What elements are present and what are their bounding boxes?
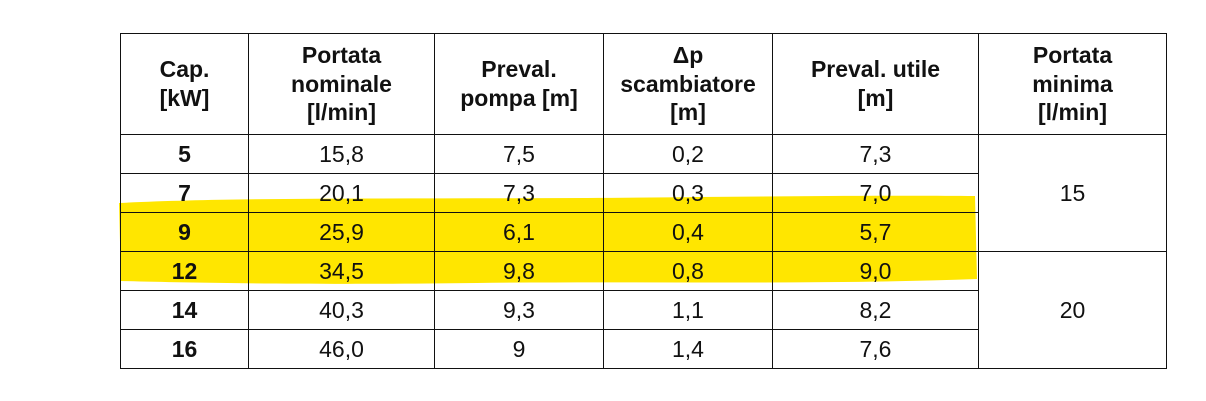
cell-preval-pompa: 9,3 xyxy=(434,290,604,330)
cell-preval-utile: 5,7 xyxy=(772,212,979,252)
table-row: 12 34,5 9,8 0,8 9,0 20 xyxy=(120,251,1167,369)
cell-preval-utile: 7,6 xyxy=(772,329,979,369)
cell-preval-utile: 8,2 xyxy=(772,290,979,330)
cell-dp-scambiatore: 0,8 xyxy=(603,251,773,291)
cell-preval-pompa: 7,3 xyxy=(434,173,604,213)
cell-capacity: 9 xyxy=(120,212,249,252)
cell-preval-pompa: 9,8 xyxy=(434,251,604,291)
cell-portata-nominale: 34,5 xyxy=(248,251,435,291)
cell-portata-minima: 15 xyxy=(978,134,1167,252)
header-preval-utile: Preval. utile [m] xyxy=(772,33,979,135)
cell-portata-nominale: 20,1 xyxy=(248,173,435,213)
header-portata-minima: Portata minima [l/min] xyxy=(978,33,1167,135)
table-row: 16 46,0 9 1,4 7,6 xyxy=(120,329,1167,369)
cell-dp-scambiatore: 1,1 xyxy=(603,290,773,330)
cell-dp-scambiatore: 0,4 xyxy=(603,212,773,252)
table-row: 5 15,8 7,5 0,2 7,3 15 xyxy=(120,134,1167,252)
cell-dp-scambiatore: 0,2 xyxy=(603,134,773,174)
cell-capacity: 7 xyxy=(120,173,249,213)
header-capacity: Cap. [kW] xyxy=(120,33,249,135)
cell-preval-pompa: 9 xyxy=(434,329,604,369)
cell-preval-pompa: 7,5 xyxy=(434,134,604,174)
table-row: 14 40,3 9,3 1,1 8,2 xyxy=(120,290,1167,330)
table-row: 7 20,1 7,3 0,3 7,0 xyxy=(120,173,1167,213)
header-preval-pompa: Preval. pompa [m] xyxy=(434,33,604,135)
table-header-row: Cap. [kW] Portata nominale [l/min] Preva… xyxy=(120,33,1167,135)
cell-portata-nominale: 46,0 xyxy=(248,329,435,369)
cell-dp-scambiatore: 1,4 xyxy=(603,329,773,369)
cell-portata-nominale: 40,3 xyxy=(248,290,435,330)
cell-preval-utile: 7,3 xyxy=(772,134,979,174)
cell-preval-utile: 7,0 xyxy=(772,173,979,213)
header-dp-scambiatore: Δp scambiatore [m] xyxy=(603,33,773,135)
cell-capacity: 5 xyxy=(120,134,249,174)
spec-table-frame: Cap. [kW] Portata nominale [l/min] Preva… xyxy=(119,33,1167,369)
cell-capacity: 16 xyxy=(120,329,249,369)
spec-table: Cap. [kW] Portata nominale [l/min] Preva… xyxy=(120,33,1167,369)
cell-preval-pompa: 6,1 xyxy=(434,212,604,252)
cell-capacity: 12 xyxy=(120,251,249,291)
cell-dp-scambiatore: 0,3 xyxy=(603,173,773,213)
cell-capacity: 14 xyxy=(120,290,249,330)
cell-portata-nominale: 25,9 xyxy=(248,212,435,252)
cell-portata-nominale: 15,8 xyxy=(248,134,435,174)
header-portata-nominale: Portata nominale [l/min] xyxy=(248,33,435,135)
cell-portata-minima: 20 xyxy=(978,251,1167,369)
cell-preval-utile: 9,0 xyxy=(772,251,979,291)
